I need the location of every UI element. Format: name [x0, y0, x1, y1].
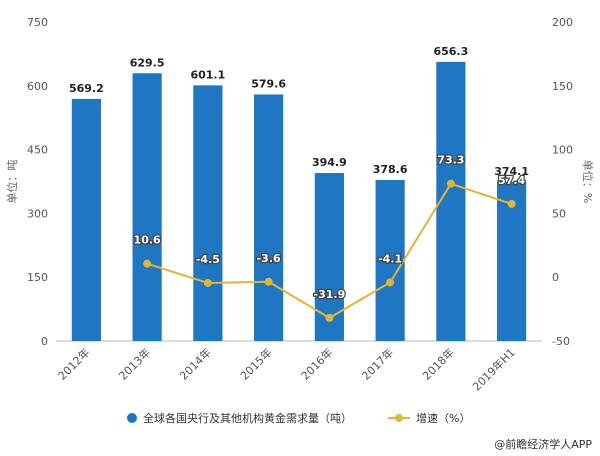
bar-value-label: 394.9: [312, 156, 347, 169]
bar-value-label: 629.5: [130, 56, 165, 69]
bar: [497, 181, 527, 341]
legend: 全球各国央行及其他机构黄金需求量（吨） 增速（%）: [127, 411, 470, 425]
bar: [254, 94, 284, 341]
x-tick-label: 2019年H1: [469, 345, 517, 393]
bar: [193, 85, 223, 342]
x-tick-label: 2012年: [55, 345, 92, 382]
y-tick-label: 150: [27, 271, 48, 284]
growth-value-label: 10.6: [134, 234, 161, 247]
x-tick-label: 2015年: [237, 345, 274, 382]
x-tick-label: 2013年: [116, 345, 153, 382]
y-tick-label: 300: [27, 207, 48, 220]
y2-axis-title: 单位：%: [581, 160, 595, 203]
growth-point: [325, 313, 334, 322]
legend-bar-marker: [127, 413, 137, 423]
bar-value-label: 579.6: [251, 77, 286, 90]
bar-series: [71, 61, 527, 342]
y2-tick-label: 0: [552, 271, 559, 284]
growth-value-label: 73.3: [437, 154, 464, 167]
bar-value-label: 569.2: [69, 82, 104, 95]
growth-line-series: [143, 179, 516, 322]
growth-value-label: -4.1: [378, 252, 402, 265]
credit-text: @前瞻经济学人APP: [494, 437, 592, 451]
data-labels: 569.2 629.5 601.1 579.6 394.9 378.6 656.3 374.1…: [69, 45, 529, 302]
growth-point: [143, 259, 152, 268]
y-tick-label: 600: [27, 80, 48, 93]
bar: [436, 61, 466, 342]
growth-value-label: -3.6: [257, 252, 281, 265]
x-tick-label: 2017年: [359, 345, 396, 382]
growth-value-label: -4.5: [196, 253, 220, 266]
bar: [132, 73, 162, 341]
bar: [375, 179, 405, 341]
y2-tick-label: -50: [552, 335, 570, 348]
y2-tick-label: 100: [552, 144, 573, 157]
y2-tick-label: 150: [552, 80, 573, 93]
bar-value-label: 374.1: [494, 165, 529, 178]
x-tick-label: 2014年: [177, 345, 214, 382]
legend-bar-label: 全球各国央行及其他机构黄金需求量（吨）: [143, 411, 352, 425]
growth-point: [446, 179, 455, 188]
legend-line-dot: [395, 414, 403, 422]
x-tick-label: 2016年: [298, 345, 335, 382]
x-tick-label: 2018年: [420, 345, 457, 382]
growth-value-label: 57.4: [498, 174, 525, 187]
growth-point: [264, 277, 273, 286]
bar-value-label: 656.3: [433, 45, 468, 58]
bar: [71, 98, 101, 341]
y-tick-label: 0: [41, 335, 48, 348]
growth-point: [386, 278, 395, 287]
legend-line-label: 增速（%）: [416, 411, 470, 425]
bar-value-label: 378.6: [373, 163, 408, 176]
y2-tick-label: 50: [552, 207, 566, 220]
y-tick-label: 450: [27, 144, 48, 157]
y-tick-label: 750: [27, 16, 48, 29]
bar-value-label: 601.1: [190, 68, 225, 81]
y-axis-title: 单位：吨: [5, 160, 19, 204]
growth-point: [507, 199, 516, 208]
y2-tick-label: 200: [552, 16, 573, 29]
growth-value-label: -31.9: [314, 288, 346, 301]
growth-point: [203, 278, 212, 287]
